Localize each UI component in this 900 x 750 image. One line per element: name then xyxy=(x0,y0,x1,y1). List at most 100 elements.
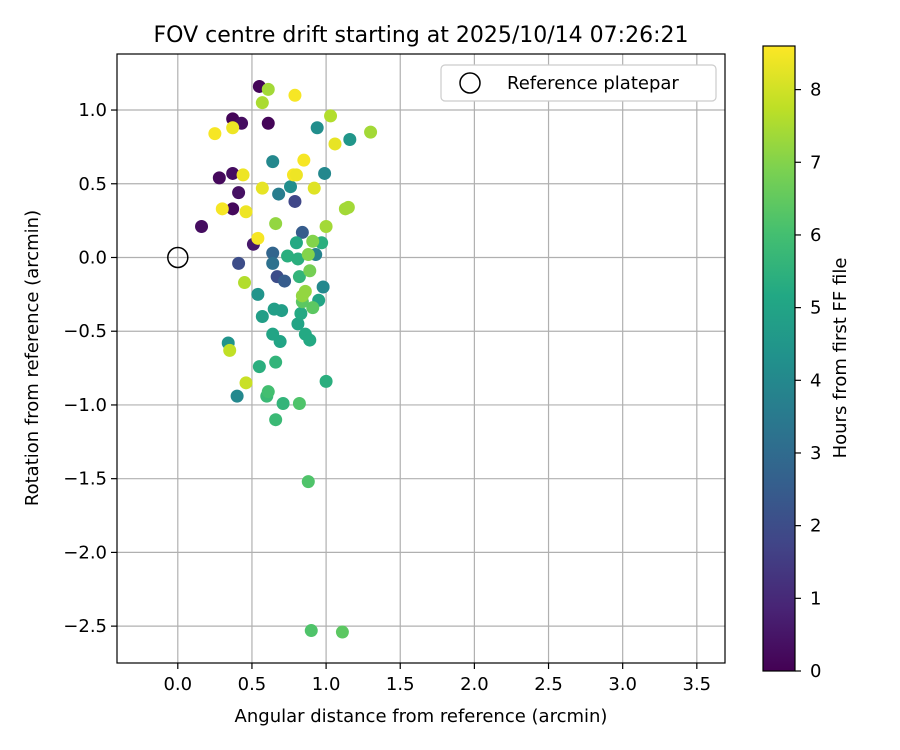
y-tick-label: −1.5 xyxy=(63,469,107,490)
scatter-point xyxy=(288,88,302,102)
scatter-point xyxy=(252,360,266,374)
scatter-point xyxy=(269,413,283,427)
x-tick-label: 1.5 xyxy=(386,674,415,695)
x-tick-label: 2.0 xyxy=(460,674,489,695)
scatter-point xyxy=(297,153,311,167)
scatter-point xyxy=(294,307,308,321)
reference-platepar-marker xyxy=(167,246,189,269)
scatter-point xyxy=(261,385,275,399)
scatter-point xyxy=(301,248,315,262)
scatter-point xyxy=(289,236,303,250)
scatter-point xyxy=(255,96,269,110)
scatter-point xyxy=(251,231,265,245)
y-tick-label: −2.5 xyxy=(63,616,107,637)
grid-lines xyxy=(117,54,725,663)
scatter-point xyxy=(288,194,302,208)
scatter-point xyxy=(238,276,252,290)
scatter-point xyxy=(291,317,305,331)
scatter-point xyxy=(261,116,275,130)
scatter-point xyxy=(292,396,306,410)
colorbar-label: Hours from first FF file xyxy=(830,258,851,459)
scatter-point xyxy=(275,304,289,318)
scatter-point xyxy=(335,625,349,639)
scatter-point xyxy=(226,166,240,180)
scatter-point xyxy=(255,181,269,195)
scatter-point xyxy=(195,220,209,234)
scatter-point xyxy=(306,234,320,248)
colorbar-tick-label: 6 xyxy=(810,225,821,246)
scatter-point xyxy=(255,309,269,323)
scatter-point xyxy=(261,82,275,96)
x-tick-label: 1.0 xyxy=(312,674,341,695)
scatter-point xyxy=(223,343,237,357)
scatter-point xyxy=(341,200,355,214)
scatter-points xyxy=(195,79,378,639)
scatter-point xyxy=(328,137,342,151)
scatter-point xyxy=(239,376,253,390)
scatter-point xyxy=(304,624,318,638)
scatter-point xyxy=(232,256,246,270)
scatter-point xyxy=(307,181,321,195)
scatter-point xyxy=(301,475,315,489)
x-tick-label: 0.5 xyxy=(238,674,267,695)
scatter-point xyxy=(310,121,324,135)
scatter-point xyxy=(266,155,280,169)
y-tick-label: −1.0 xyxy=(63,395,107,416)
scatter-point xyxy=(319,374,333,388)
y-tick-label: −0.5 xyxy=(63,321,107,342)
x-tick-label: 2.5 xyxy=(534,674,563,695)
x-tick-label: 3.0 xyxy=(608,674,637,695)
x-axis-ticks: 0.0 0.5 1.0 1.5 2.0 2.5 3.0 3.5 xyxy=(163,663,711,695)
scatter-point xyxy=(276,396,290,410)
scatter-point xyxy=(284,180,298,194)
x-axis-label: Angular distance from reference (arcmin) xyxy=(235,706,608,727)
scatter-point xyxy=(298,284,312,298)
scatter-point xyxy=(289,168,303,182)
y-axis-ticks: 1.0 0.5 0.0 −0.5 −1.0 −1.5 −2.0 −2.5 xyxy=(63,100,117,637)
scatter-point xyxy=(239,205,253,219)
scatter-point xyxy=(230,389,244,403)
scatter-point xyxy=(269,355,283,369)
x-tick-label: 3.5 xyxy=(683,674,712,695)
scatter-point xyxy=(303,264,317,278)
scatter-point xyxy=(215,202,229,216)
scatter-point xyxy=(272,187,286,201)
colorbar: 0 1 2 3 4 5 6 7 8 Hours from first FF file xyxy=(762,45,851,682)
scatter-point xyxy=(236,168,250,182)
scatter-point xyxy=(212,171,226,185)
y-axis-label: Rotation from reference (arcmin) xyxy=(22,210,43,506)
scatter-point xyxy=(318,166,332,180)
colorbar-tick-label: 5 xyxy=(810,298,821,319)
y-tick-label: 0.5 xyxy=(78,174,107,195)
scatter-point xyxy=(273,335,287,349)
legend: Reference platepar xyxy=(440,64,717,102)
scatter-point xyxy=(364,125,378,139)
colorbar-gradient xyxy=(762,45,796,672)
x-tick-label: 0.0 xyxy=(163,674,192,695)
scatter-point xyxy=(295,225,309,239)
legend-box xyxy=(440,64,717,102)
legend-label: Reference platepar xyxy=(507,73,679,94)
colorbar-tick-label: 7 xyxy=(810,152,821,173)
colorbar-tick-label: 1 xyxy=(810,588,821,609)
scatter-point xyxy=(316,280,330,294)
colorbar-tick-label: 3 xyxy=(810,443,821,464)
colorbar-ticks: 0 1 2 3 4 5 6 7 8 xyxy=(795,80,821,682)
scatter-point xyxy=(232,186,246,200)
colorbar-tick-label: 8 xyxy=(810,80,821,101)
scatter-point xyxy=(292,270,306,284)
scatter-point xyxy=(343,133,357,147)
y-tick-label: 1.0 xyxy=(78,100,107,121)
scatter-point xyxy=(226,202,240,216)
colorbar-tick-label: 0 xyxy=(810,661,821,682)
scatter-point xyxy=(281,249,295,263)
legend-marker-icon xyxy=(459,72,481,94)
colorbar-tick-label: 4 xyxy=(810,370,821,391)
scatter-point xyxy=(251,287,265,301)
scatter-point xyxy=(324,109,338,123)
chart-title: FOV centre drift starting at 2025/10/14 … xyxy=(154,23,689,48)
scatter-point xyxy=(319,220,333,234)
scatter-point xyxy=(266,246,280,260)
scatter-point xyxy=(266,256,280,270)
